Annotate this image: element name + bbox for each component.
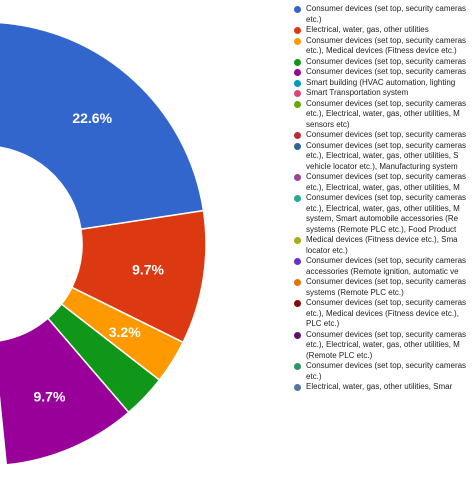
- legend-color-swatch: [294, 132, 301, 139]
- legend-item: Consumer devices (set top, security came…: [292, 256, 474, 277]
- legend-label: Consumer devices (set top, security came…: [306, 172, 467, 181]
- slice-value-label: 22.6%: [72, 110, 112, 126]
- donut-slice: [0, 21, 205, 231]
- legend-color-swatch: [294, 142, 301, 150]
- legend-label: etc.), Electrical, water, gas, other uti…: [306, 151, 459, 160]
- legend-label: etc.), Electrical, water, gas, other uti…: [306, 203, 460, 213]
- legend-item: Consumer devices (set top, security came…: [292, 193, 474, 235]
- legend-item: Consumer devices (set top, security came…: [292, 99, 474, 131]
- legend-label: etc.), Medical devices (Fitness device e…: [306, 46, 457, 55]
- legend-label: Consumer devices (set top, security came…: [306, 56, 467, 66]
- legend-color-swatch: [294, 258, 301, 265]
- legend-label: Consumer devices (set top, security came…: [306, 256, 467, 265]
- legend-label: locator etc.): [306, 245, 348, 255]
- legend-label: Consumer devices (set top, security came…: [306, 361, 467, 370]
- legend-label: Consumer devices (set top, security came…: [306, 140, 467, 150]
- slice-value-label: 9.7%: [33, 389, 65, 405]
- legend-color-swatch: [294, 363, 301, 370]
- legend-label: etc.), Electrical, water, gas, other uti…: [306, 109, 460, 118]
- legend-item: Smart Transportation system: [292, 88, 474, 99]
- legend-label: systems (Remote PLC etc.): [306, 287, 404, 297]
- legend-item: Consumer devices (set top, security came…: [292, 130, 474, 141]
- legend-item: Consumer devices (set top, security came…: [292, 4, 474, 25]
- legend-color-swatch: [294, 27, 301, 34]
- legend-label: Consumer devices (set top, security came…: [306, 277, 467, 286]
- legend-label: Medical devices (Fitness device etc.), S…: [306, 235, 458, 244]
- legend-label: Consumer devices (set top, security came…: [306, 329, 467, 339]
- legend-item: Consumer devices (set top, security came…: [292, 361, 474, 382]
- legend-label: etc.), Medical devices (Fitness device e…: [306, 308, 459, 318]
- legend-label: Consumer devices (set top, security came…: [306, 98, 467, 108]
- slice-value-label: 3.2%: [109, 324, 141, 340]
- legend-item: Consumer devices (set top, security came…: [292, 330, 474, 362]
- legend-label: etc.): [306, 14, 322, 24]
- legend-label: Consumer devices (set top, security came…: [306, 193, 467, 202]
- legend-label: Smart building (HVAC automation, lightin…: [306, 77, 456, 87]
- legend-item: Consumer devices (set top, security came…: [292, 277, 474, 298]
- legend-label: Consumer devices (set top, security came…: [306, 35, 467, 45]
- donut-chart: 22.6% 9.7% 3.2% 9.7%: [0, 21, 207, 466]
- legend-item: Electrical, water, gas, other utilities,…: [292, 382, 474, 393]
- legend-item: Consumer devices (set top, security came…: [292, 67, 474, 78]
- slice-value-label: 9.7%: [132, 261, 164, 277]
- legend-color-swatch: [294, 331, 301, 339]
- legend-label: sensors etc): [306, 119, 350, 129]
- legend-item: Smart building (HVAC automation, lightin…: [292, 78, 474, 89]
- legend-label: Consumer devices (set top, security came…: [306, 67, 467, 76]
- legend-color-swatch: [294, 79, 301, 87]
- legend-label: Electrical, water, gas, other utilities: [306, 25, 429, 34]
- legend-item: Consumer devices (set top, security came…: [292, 298, 474, 330]
- legend-item: Medical devices (Fitness device etc.), S…: [292, 235, 474, 256]
- legend-label: (Remote PLC etc.): [306, 350, 373, 360]
- legend-color-swatch: [294, 384, 301, 391]
- legend-color-swatch: [294, 237, 301, 244]
- legend-color-swatch: [294, 195, 301, 202]
- legend-item: Electrical, water, gas, other utilities: [292, 25, 474, 36]
- legend-color-swatch: [294, 174, 301, 181]
- legend-color-swatch: [294, 100, 301, 108]
- legend-label: Electrical, water, gas, other utilities,…: [306, 382, 453, 391]
- legend-label: etc.), Electrical, water, gas, other uti…: [306, 340, 460, 349]
- legend-label: Consumer devices (set top, security came…: [306, 298, 467, 307]
- legend-item: Consumer devices (set top, security came…: [292, 172, 474, 193]
- legend-label: Smart Transportation system: [306, 88, 409, 97]
- legend-label: Consumer devices (set top, security came…: [306, 130, 467, 139]
- legend-item: Consumer devices (set top, security came…: [292, 57, 474, 68]
- legend-label: accessories (Remote ignition, automatic …: [306, 266, 459, 276]
- legend-label: PLC etc.): [306, 319, 340, 328]
- legend-color-swatch: [294, 279, 301, 286]
- legend-label: etc.): [306, 371, 322, 381]
- legend-color-swatch: [294, 58, 301, 66]
- legend-label: etc.), Electrical, water, gas, other uti…: [306, 182, 460, 192]
- donut-slice: [0, 317, 130, 466]
- legend-item: Consumer devices (set top, security came…: [292, 36, 474, 57]
- legend-color-swatch: [294, 90, 301, 97]
- donut-svg: 22.6% 9.7% 3.2% 9.7%: [0, 21, 207, 466]
- legend-label: systems (Remote PLC etc.), Food Product: [306, 224, 457, 234]
- legend-label: vehicle locator etc.), Manufacturing sys…: [306, 161, 458, 171]
- legend-label: Consumer devices (set top, security came…: [306, 4, 467, 13]
- legend-color-swatch: [294, 300, 301, 307]
- legend-color-swatch: [294, 6, 301, 13]
- legend-label: system, Smart automobile accessories (Re: [306, 214, 459, 223]
- legend-item: Consumer devices (set top, security came…: [292, 141, 474, 173]
- legend: Consumer devices (set top, security came…: [292, 4, 474, 474]
- legend-color-swatch: [294, 69, 301, 76]
- legend-color-swatch: [294, 37, 301, 45]
